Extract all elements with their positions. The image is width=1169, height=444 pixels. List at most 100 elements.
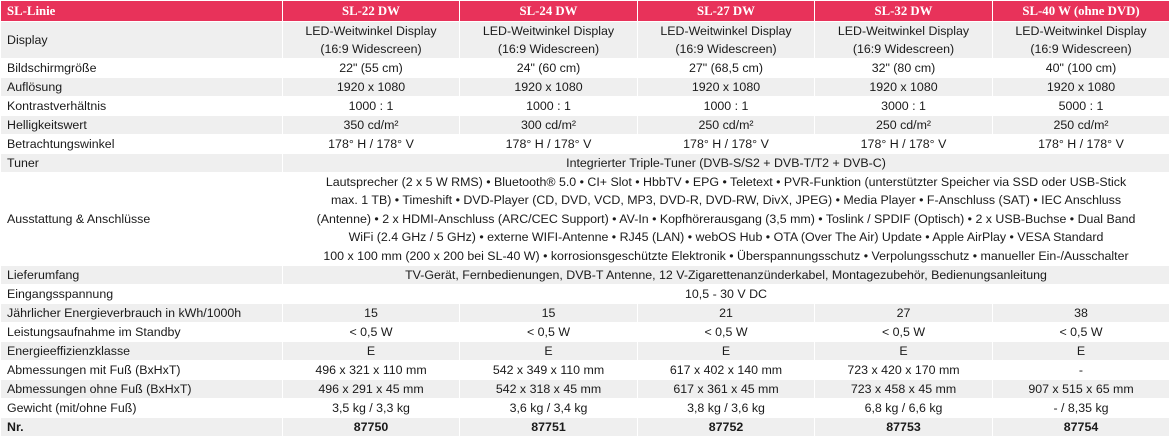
equipment-line: 100 x 100 mm (200 x 200 bei SL-40 W) • k… [323, 248, 1129, 263]
table-cell: < 0,5 W [459, 322, 638, 343]
table-cell-merged: TV-Gerät, Fernbedienungen, DVB-T Antenne… [282, 265, 1169, 286]
table-cell: < 0,5 W [992, 322, 1169, 343]
table-cell: 542 x 318 x 45 mm [459, 379, 638, 400]
table-cell: < 0,5 W [282, 322, 460, 343]
table-cell: 617 x 402 x 140 mm [637, 360, 815, 381]
table-cell: 1920 x 1080 [637, 77, 815, 97]
table-cell: 40" (100 cm) [992, 58, 1169, 78]
line-label: SL-Linie [0, 0, 283, 22]
table-cell-merged: Integrierter Triple-Tuner (DVB-S/S2 + DV… [282, 153, 1169, 173]
row-screen-size: Bildschirmgröße 22" (55 cm) 24" (60 cm) … [0, 58, 1169, 78]
equipment-line: max. 1 TB) • Timeshift • DVD-Player (CD,… [330, 193, 1122, 208]
equipment-line: (Antenne) • 2 x HDMI-Anschluss (ARC/CEC … [316, 211, 1136, 226]
row-label: Eingangsspannung [0, 284, 283, 305]
article-number: 87751 [459, 417, 638, 438]
row-label: Auflösung [0, 77, 283, 97]
table-cell: 178° H / 178° V [992, 134, 1169, 154]
article-number: 87750 [282, 417, 460, 438]
table-cell: E [637, 341, 815, 362]
row-label: Nr. [0, 417, 283, 438]
row-label: Kontrastverhältnis [0, 96, 283, 116]
table-cell: 24" (60 cm) [459, 58, 638, 78]
table-cell: 1920 x 1080 [814, 77, 993, 97]
row-annual-energy: Jährlicher Energieverbrauch in kWh/1000h… [0, 303, 1169, 324]
table-cell: 1000 : 1 [282, 96, 460, 116]
table-cell: 250 cd/m² [992, 115, 1169, 135]
table-cell: 6,8 kg / 6,6 kg [814, 398, 993, 419]
table-cell: 1920 x 1080 [282, 77, 460, 97]
model-sl-24: SL-24 DW [459, 0, 638, 22]
table-cell: 32" (80 cm) [814, 58, 993, 78]
row-delivery: Lieferumfang TV-Gerät, Fernbedienungen, … [0, 265, 1169, 286]
table-cell: 21 [637, 303, 815, 324]
table-cell: 178° H / 178° V [282, 134, 460, 154]
display-cell: LED-Weitwinkel Display (16:9 Widescreen) [282, 21, 460, 59]
model-sl-40: SL-40 W (ohne DVD) [992, 0, 1169, 22]
table-cell: 542 x 349 x 110 mm [459, 360, 638, 381]
table-cell: 3,6 kg / 3,4 kg [459, 398, 638, 419]
row-label: Leistungsaufnahme im Standby [0, 322, 283, 343]
row-label: Helligkeitswert [0, 115, 283, 135]
display-type: LED-Weitwinkel Display [482, 24, 615, 38]
model-sl-32: SL-32 DW [814, 0, 993, 22]
display-aspect: (16:9 Widescreen) [320, 42, 422, 56]
row-label: Jährlicher Energieverbrauch in kWh/1000h [0, 303, 283, 324]
row-label: Tuner [0, 153, 283, 173]
display-aspect: (16:9 Widescreen) [852, 42, 955, 56]
row-contrast: Kontrastverhältnis 1000 : 1 1000 : 1 100… [0, 96, 1169, 116]
display-aspect: (16:9 Widescreen) [497, 42, 600, 56]
row-label: Ausstattung & Anschlüsse [0, 171, 283, 267]
table-cell: 178° H / 178° V [637, 134, 815, 154]
table-cell: 5000 : 1 [992, 96, 1169, 116]
display-type: LED-Weitwinkel Display [1015, 24, 1147, 38]
row-tuner: Tuner Integrierter Triple-Tuner (DVB-S/S… [0, 153, 1169, 173]
row-equipment: Ausstattung & Anschlüsse Lautsprecher (2… [0, 171, 1169, 267]
table-cell: 15 [282, 303, 460, 324]
row-dims-with-stand: Abmessungen mit Fuß (BxHxT) 496 x 321 x … [0, 360, 1169, 381]
table-cell: 250 cd/m² [637, 115, 815, 135]
table-cell: 3,5 kg / 3,3 kg [282, 398, 460, 419]
table-cell: 3000 : 1 [814, 96, 993, 116]
display-cell: LED-Weitwinkel Display (16:9 Widescreen) [992, 21, 1169, 59]
table-cell: E [814, 341, 993, 362]
article-number: 87752 [637, 417, 815, 438]
table-cell: - / 8,35 kg [992, 398, 1169, 419]
table-cell: 27" (68,5 cm) [637, 58, 815, 78]
table-cell: < 0,5 W [814, 322, 993, 343]
article-number: 87754 [992, 417, 1169, 438]
row-standby-power: Leistungsaufnahme im Standby < 0,5 W < 0… [0, 322, 1169, 343]
row-label: Lieferumfang [0, 265, 283, 286]
row-label: Abmessungen mit Fuß (BxHxT) [0, 360, 283, 381]
row-label: Gewicht (mit/ohne Fuß) [0, 398, 283, 419]
row-resolution: Auflösung 1920 x 1080 1920 x 1080 1920 x… [0, 77, 1169, 97]
table-cell: 15 [459, 303, 638, 324]
table-cell: 723 x 420 x 170 mm [814, 360, 993, 381]
row-label: Abmessungen ohne Fuß (BxHxT) [0, 379, 283, 400]
row-article-nr: Nr. 87750 87751 87752 87753 87754 [0, 417, 1169, 438]
table-cell: 22" (55 cm) [282, 58, 460, 78]
model-sl-27: SL-27 DW [637, 0, 815, 22]
table-cell: < 0,5 W [637, 322, 815, 343]
table-cell: E [282, 341, 460, 362]
display-type: LED-Weitwinkel Display [305, 24, 437, 38]
display-cell: LED-Weitwinkel Display (16:9 Widescreen) [459, 21, 638, 59]
table-cell: 907 x 515 x 65 mm [992, 379, 1169, 400]
table-cell: 350 cd/m² [282, 115, 460, 135]
table-cell-merged: 10,5 - 30 V DC [282, 284, 1169, 305]
table-cell: 1920 x 1080 [992, 77, 1169, 97]
article-number: 87753 [814, 417, 993, 438]
row-energy-class: Energieeffizienzklasse E E E E E [0, 341, 1169, 362]
table-cell: 300 cd/m² [459, 115, 638, 135]
row-brightness: Helligkeitswert 350 cd/m² 300 cd/m² 250 … [0, 115, 1169, 135]
display-aspect: (16:9 Widescreen) [675, 42, 777, 56]
table-cell: 38 [992, 303, 1169, 324]
row-label: Betrachtungswinkel [0, 134, 283, 154]
table-cell: 178° H / 178° V [814, 134, 993, 154]
table-cell: 496 x 291 x 45 mm [282, 379, 460, 400]
table-cell: 1000 : 1 [637, 96, 815, 116]
table-cell: - [992, 360, 1169, 381]
equipment-line: Lautsprecher (2 x 5 W RMS) • Bluetooth® … [325, 175, 1127, 189]
row-input-voltage: Eingangsspannung 10,5 - 30 V DC [0, 284, 1169, 305]
display-cell: LED-Weitwinkel Display (16:9 Widescreen) [637, 21, 815, 59]
